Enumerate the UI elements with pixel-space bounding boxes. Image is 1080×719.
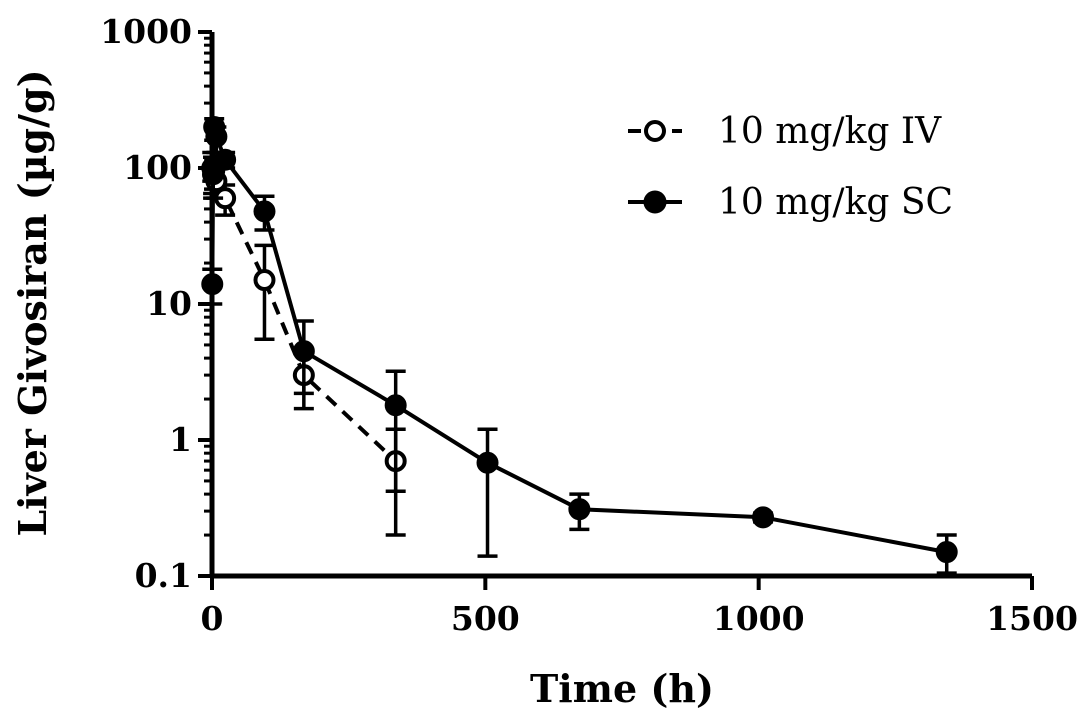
x-tick-label: 0 (201, 599, 224, 638)
legend: 10 mg/kg IV 10 mg/kg SC (628, 111, 953, 223)
x-tick-label: 1000 (713, 599, 805, 638)
series-layer (201, 116, 958, 575)
y-tick-label: 1000 (100, 12, 192, 51)
legend-iv-label: 10 mg/kg IV (718, 111, 942, 152)
data-point (205, 125, 228, 148)
data-point (253, 269, 276, 292)
y-tick-label: 1 (169, 420, 192, 459)
data-point (476, 451, 499, 474)
y-tick-label: 10 (146, 284, 192, 323)
x-tick-label: 500 (451, 599, 520, 638)
x-axis-title: Time (h) (530, 666, 714, 711)
y-tick-label: 0.1 (135, 556, 192, 595)
data-point (253, 200, 276, 223)
data-point (384, 394, 407, 417)
legend-item-sc: 10 mg/kg SC (628, 182, 953, 223)
legend-item-iv: 10 mg/kg IV (628, 111, 942, 152)
data-point (201, 273, 224, 296)
data-point (292, 340, 315, 363)
data-point (202, 163, 225, 186)
data-point (752, 506, 775, 529)
axes-layer: 0.1 1 10 100 1000 0 500 1000 1500 (100, 12, 1078, 638)
x-tick-label: 1500 (986, 599, 1078, 638)
series-line (210, 167, 398, 463)
legend-iv-marker (644, 120, 666, 142)
data-point (568, 498, 591, 521)
data-point (935, 541, 958, 564)
legend-sc-marker (643, 190, 667, 214)
data-point (214, 148, 237, 171)
y-axis-title: Liver Givosiran (µg/g) (10, 69, 55, 536)
series-sc (201, 116, 958, 575)
legend-sc-label: 10 mg/kg SC (718, 182, 953, 223)
y-tick-label: 100 (123, 148, 192, 187)
